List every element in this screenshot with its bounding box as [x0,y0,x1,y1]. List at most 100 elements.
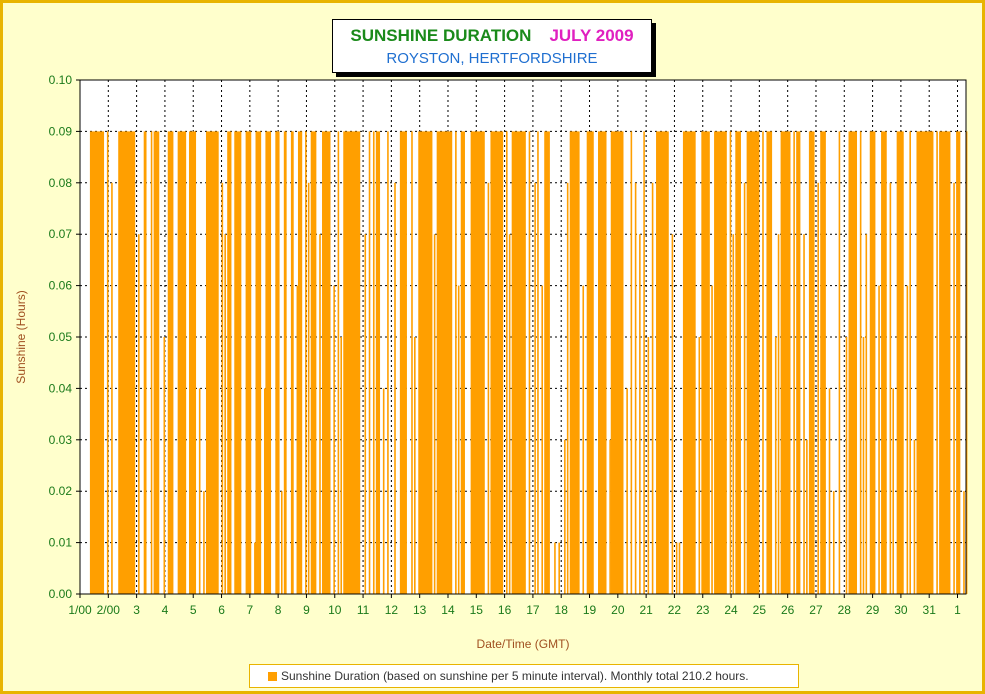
sunshine-bar [808,131,815,594]
sunshine-interval-bar [762,131,764,594]
y-axis-title: Sunshine (Hours) [14,290,28,383]
sunshine-bar [255,131,262,594]
sunshine-interval-bar [777,234,780,594]
sunshine-interval-bar [564,439,566,594]
sunshine-interval-bar [609,439,611,594]
x-tick-label: 31 [923,603,937,617]
sunshine-interval-bar [487,182,490,595]
sunshine-bar [297,131,303,594]
sunshine-bar [701,131,710,594]
x-tick-label: 28 [838,603,852,617]
y-tick-label: 0.05 [49,330,73,344]
sunshine-bar [436,131,453,594]
sunshine-bar [265,131,272,594]
sunshine-bar [896,131,904,594]
sunshine-interval-bar [936,131,938,594]
sunshine-interval-bar [254,542,256,594]
x-tick-label: 10 [328,603,342,617]
sunshine-interval-bar [307,182,310,595]
sunshine-bar [375,131,381,594]
sunshine-interval-bar [909,131,911,594]
sunshine-interval-bar [862,337,865,594]
sunshine-interval-bar [913,439,916,594]
y-tick-label: 0.00 [49,587,73,601]
sunshine-interval-bar [508,234,511,594]
title-box: SUNSHINE DURATION JULY 2009 ROYSTON, HERT… [332,19,652,73]
x-tick-label: 15 [470,603,484,617]
y-tick-label: 0.01 [49,536,73,550]
sunshine-bar [460,131,465,594]
sunshine-bar [881,131,887,594]
sunshine-bar [511,131,526,594]
sunshine-interval-bar [639,234,641,594]
x-tick-label: 17 [526,603,540,617]
sunshine-bar [275,131,280,594]
sunshine-bar [234,131,242,594]
sunshine-interval-bar [263,388,266,594]
x-tick-label: 1 [954,603,961,617]
sunshine-interval-bar [566,182,569,595]
sunshine-interval-bar [455,131,457,594]
sunshine-interval-bar [534,182,536,595]
sunshine-bar [610,131,624,594]
sunshine-interval-bar [280,491,283,594]
sunshine-bar [490,131,504,594]
sunshine-interval-bar [678,542,681,594]
x-tick-label: 12 [385,603,399,617]
sunshine-interval-bar [433,234,436,594]
sunshine-interval-bar [414,337,416,594]
sunshine-bar [957,131,961,594]
sunshine-interval-bar [537,131,539,594]
x-tick-label: 26 [781,603,795,617]
sunshine-bar [820,131,826,594]
sunshine-interval-bar [643,131,645,594]
sunshine-bar [322,131,331,594]
sunshine-interval-bar [111,182,113,595]
sunshine-interval-bar [387,131,389,594]
x-tick-label: 19 [583,603,597,617]
sunshine-bar [939,131,951,594]
sunshine-interval-bar [732,234,735,594]
sunshine-interval-bar [411,131,413,594]
sunshine-interval-bar [224,234,226,594]
legend-swatch [268,671,277,681]
sunshine-bar [966,131,968,594]
sunshine-interval-bar [163,337,166,594]
sunshine-interval-bar [541,285,543,594]
sunshine-interval-bar [319,234,321,594]
sunshine-interval-bar [803,234,805,594]
sunshine-interval-bar [647,337,650,594]
sunshine-interval-bar [963,491,965,594]
sunshine-interval-bar [198,388,201,594]
x-axis-title: Date/Time (GMT) [477,637,570,651]
sunshine-interval-bar [457,285,460,594]
sunshine-bar [714,131,727,594]
sunshine-interval-bar [634,182,637,595]
sunshine-interval-bar [382,388,385,594]
y-tick-label: 0.06 [49,279,73,293]
sunshine-interval-bar [394,182,396,595]
sunshine-interval-bar [956,131,958,594]
x-tick-label: 18 [555,603,569,617]
x-tick-label: 1/00 [68,603,92,617]
sunshine-interval-bar [296,285,299,594]
sunshine-interval-bar [138,234,140,594]
sunshine-interval-bar [878,285,880,594]
y-tick-label: 0.02 [49,484,73,498]
sunshine-interval-bar [889,182,892,595]
x-tick-label: 30 [894,603,908,617]
sunshine-interval-bar [729,131,732,594]
sunshine-bar [399,131,407,594]
sunshine-interval-bar [188,131,191,594]
sunshine-interval-bar [828,388,831,594]
sunshine-bar [916,131,934,594]
y-tick-label: 0.04 [49,381,73,395]
sunshine-bar [656,131,669,594]
x-tick-label: 6 [218,603,225,617]
sunshine-interval-bar [698,337,701,594]
x-tick-label: 25 [753,603,767,617]
sunshine-bar [190,131,197,594]
sunshine-bar [586,131,594,594]
x-tick-label: 20 [611,603,625,617]
